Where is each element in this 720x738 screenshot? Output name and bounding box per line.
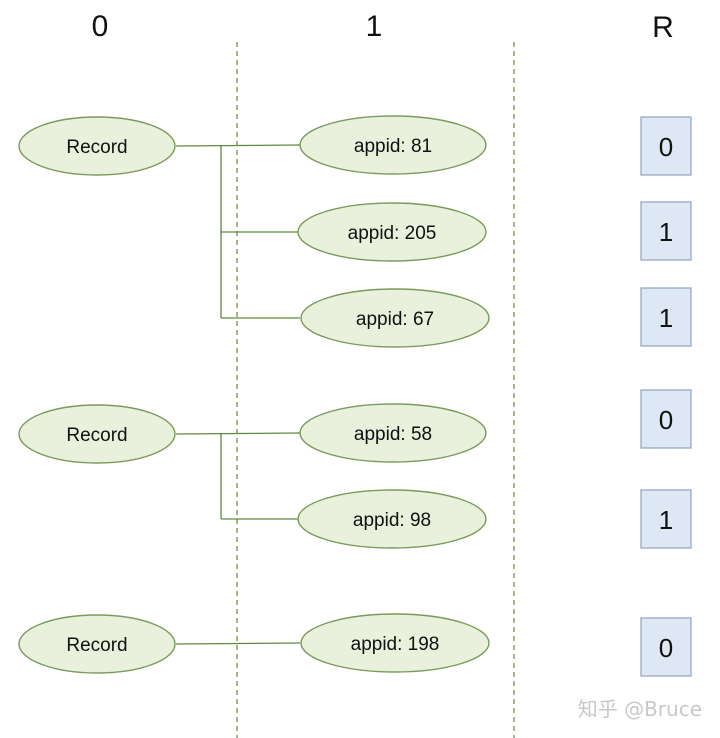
header-r: R	[652, 11, 674, 44]
r-value-box: 1	[640, 201, 692, 261]
r-value: 1	[659, 217, 673, 247]
connectors-record-1	[175, 144, 301, 319]
appid-label: appid: 58	[354, 424, 432, 445]
header-level-1: 1	[366, 10, 383, 43]
record-label: Record	[66, 425, 127, 446]
r-value-box: 1	[640, 287, 692, 347]
r-value-box: 0	[640, 389, 692, 449]
appid-node: appid: 198	[300, 613, 490, 673]
appid-node: appid: 58	[299, 403, 487, 463]
appid-label: appid: 67	[356, 309, 434, 330]
appid-node: appid: 205	[297, 202, 487, 262]
header-level-0: 0	[92, 10, 109, 43]
appid-node: appid: 81	[299, 115, 487, 175]
appid-label: appid: 205	[348, 223, 437, 244]
r-value-box: 1	[640, 489, 692, 549]
r-value: 0	[659, 132, 673, 162]
record-node: Record	[18, 614, 176, 674]
r-value: 1	[659, 505, 673, 535]
r-value: 0	[659, 405, 673, 435]
record-node: Record	[18, 404, 176, 464]
appid-label: appid: 98	[353, 510, 431, 531]
appid-label: appid: 81	[354, 136, 432, 157]
r-value: 1	[659, 303, 673, 333]
r-value-box: 0	[640, 116, 692, 176]
record-node: Record	[18, 116, 176, 176]
record-label: Record	[66, 137, 127, 158]
appid-node: appid: 67	[300, 288, 490, 348]
connectors-record-2	[175, 432, 301, 520]
r-value-box: 0	[640, 617, 692, 677]
record-label: Record	[66, 635, 127, 656]
appid-node: appid: 98	[297, 489, 487, 549]
r-value: 0	[659, 633, 673, 663]
appid-label: appid: 198	[351, 634, 440, 655]
connectors-record-3	[175, 642, 301, 645]
watermark: 知乎 @Bruce	[578, 697, 702, 721]
